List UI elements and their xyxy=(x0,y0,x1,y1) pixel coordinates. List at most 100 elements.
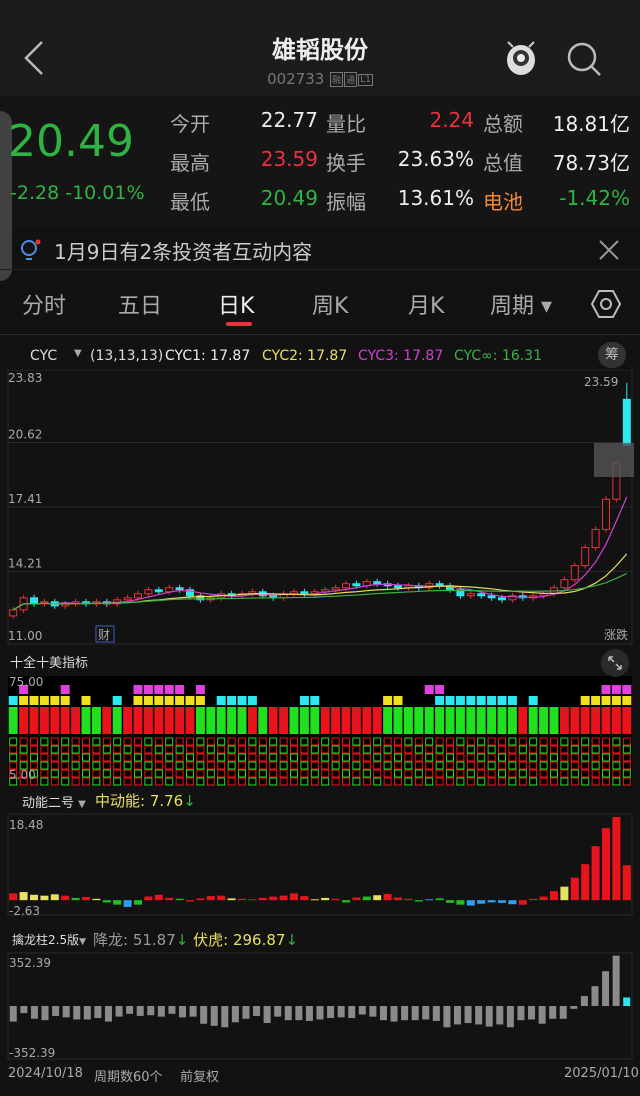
momentum-bar xyxy=(269,896,278,901)
dragon-bar xyxy=(94,1006,102,1019)
momentum-bar xyxy=(425,899,434,901)
tenfold-grid-cell xyxy=(342,753,350,762)
momentum-bar xyxy=(414,900,423,902)
tenfold-grid-cell xyxy=(279,745,288,754)
tenfold-grid-cell xyxy=(498,777,506,786)
tab-3[interactable]: 周K xyxy=(312,288,348,320)
tenfold-grid-cell xyxy=(269,761,278,770)
sector-link[interactable]: 电池 xyxy=(483,190,523,214)
candle xyxy=(123,597,132,601)
momentum-bar xyxy=(581,864,590,901)
tenfold-magenta-cell xyxy=(601,685,611,694)
candle xyxy=(9,609,18,617)
dragon-bar xyxy=(570,1006,578,1009)
tenfold-grid-cell xyxy=(539,745,548,754)
tenfold-grid-cell xyxy=(487,737,496,746)
tenfold-grid-cell xyxy=(570,777,579,786)
momentum-title[interactable]: 动能二号 ▼ xyxy=(22,792,86,811)
search-icon[interactable] xyxy=(565,40,605,80)
tenfold-title[interactable]: 十全十美指标 xyxy=(10,656,89,671)
tenfold-grid-cell xyxy=(40,737,49,746)
tab-label: 五日 xyxy=(118,294,163,319)
settings-hexagon-icon[interactable] xyxy=(590,288,622,320)
indicator-name[interactable]: CYC xyxy=(30,348,58,364)
tenfold-grid-cell xyxy=(123,769,132,778)
back-icon[interactable] xyxy=(22,38,46,78)
tenfold-grid-cell xyxy=(269,769,278,778)
tab-4[interactable]: 月K xyxy=(408,288,444,320)
side-drawer-handle[interactable] xyxy=(0,111,12,281)
momentum-bar xyxy=(362,896,371,901)
dragon-bar xyxy=(305,1006,313,1021)
momentum-bar xyxy=(238,898,246,901)
tenfold-grid-cell xyxy=(300,753,309,762)
tenfold-grid-cell xyxy=(71,761,80,770)
tenfold-grid-cell xyxy=(217,753,226,762)
candle xyxy=(352,583,361,587)
adjust-mode[interactable]: 前复权 xyxy=(180,1070,220,1085)
tab-5[interactable]: 周期 ▾ xyxy=(490,288,552,320)
tenfold-main-bar xyxy=(50,707,60,734)
tenfold-grid-cell xyxy=(238,777,246,786)
charts-area[interactable]: 23.83 20.62 17.41 14.21 11.00 23.59 财 涨跌 75.00 5.… xyxy=(0,370,640,1070)
tenfold-main-bar xyxy=(185,707,195,734)
candle xyxy=(186,589,194,597)
notice-bar[interactable]: 1月9日有2条投资者互动内容 xyxy=(0,228,640,270)
tenfold-grid-cell xyxy=(144,769,153,778)
indicator-dropdown-icon[interactable]: ▼ xyxy=(74,348,82,359)
tenfold-grid-cell xyxy=(279,761,288,770)
tab-2[interactable]: 日K xyxy=(218,288,255,326)
tenfold-grid-cell xyxy=(560,753,569,762)
momentum-bar xyxy=(279,895,288,901)
tenfold-grid-cell xyxy=(373,777,382,786)
tenfold-grid-cell xyxy=(165,769,174,778)
tenfold-grid-cell xyxy=(30,761,38,770)
tenfold-grid-cell xyxy=(425,777,434,786)
stat-label: 今开 xyxy=(170,112,210,136)
tenfold-top-cell xyxy=(476,696,486,705)
expand-icon[interactable] xyxy=(600,648,630,678)
momentum-bar xyxy=(290,893,298,901)
tenfold-grid-cell xyxy=(352,737,361,746)
tenfold-grid-cell xyxy=(30,777,38,786)
robot-assistant-icon[interactable] xyxy=(503,38,539,78)
momentum-bar xyxy=(30,894,38,901)
tenfold-main-bar xyxy=(8,707,18,734)
tenfold-grid-cell xyxy=(40,753,49,762)
tenfold-grid-cell xyxy=(92,737,101,746)
cyc2-value: CYC2: 17.87 xyxy=(262,348,348,364)
dragon-title[interactable]: 擒龙柱2.5版▼ xyxy=(12,931,86,948)
tenfold-grid-cell xyxy=(383,745,392,754)
tenfold-magenta-cell xyxy=(19,685,29,694)
tenfold-grid-cell xyxy=(30,745,38,754)
tenfold-grid-cell xyxy=(539,761,548,770)
tenfold-grid-cell xyxy=(310,769,319,778)
dragon-bar xyxy=(369,1006,377,1017)
momentum-bar xyxy=(560,886,569,901)
tenfold-top-cell xyxy=(528,696,538,705)
tab-label: 日K xyxy=(218,294,255,319)
chip-distribution-button[interactable]: 筹 xyxy=(598,342,626,368)
tenfold-grid-cell xyxy=(238,737,246,746)
momentum-bar xyxy=(196,898,205,901)
momentum-max-label: 18.48 xyxy=(9,818,43,832)
tenfold-grid-cell xyxy=(144,737,153,746)
dragon-bar xyxy=(496,1006,504,1025)
tenfold-main-bar xyxy=(383,707,393,734)
y-tick-label: 20.62 xyxy=(8,428,42,442)
tab-0[interactable]: 分时 xyxy=(22,288,66,320)
dragon-bar xyxy=(517,1006,525,1021)
tenfold-main-bar xyxy=(91,707,101,734)
dragon-bar xyxy=(284,1006,292,1021)
tenfold-top-cell xyxy=(185,696,195,705)
tenfold-grid-cell xyxy=(425,737,434,746)
fuhu-value: 伏虎: 296.87 xyxy=(193,931,286,949)
momentum-bar xyxy=(19,892,28,901)
tag-connect: 通 xyxy=(344,72,358,87)
tenfold-grid-cell xyxy=(373,737,382,746)
close-icon[interactable] xyxy=(597,238,621,262)
tenfold-main-bar xyxy=(29,707,39,734)
tab-1[interactable]: 五日 xyxy=(118,288,162,320)
tenfold-main-bar xyxy=(143,707,153,734)
dragon-bar xyxy=(179,1006,187,1018)
